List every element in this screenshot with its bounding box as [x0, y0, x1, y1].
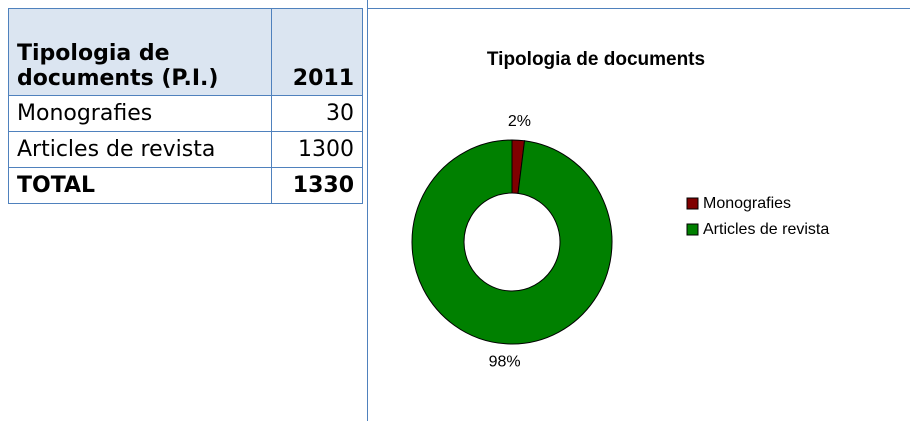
cell: 1300 — [271, 131, 363, 168]
total-row: TOTAL 1330 — [8, 167, 363, 204]
divider — [367, 0, 368, 421]
header-cell: 2011 — [271, 8, 363, 96]
cell: 1330 — [271, 167, 363, 204]
legend-swatch — [686, 223, 699, 236]
header-row: Tipologia de documents (P.I.) 2011 — [8, 8, 363, 96]
cell: TOTAL — [8, 167, 272, 204]
data-label: 2% — [508, 113, 531, 130]
data-table: Tipologia de documents (P.I.) 2011 Monog… — [8, 8, 363, 204]
divider — [367, 8, 910, 9]
row: Articles de revista 1300 — [8, 131, 363, 168]
legend-label: Articles de revista — [703, 221, 829, 238]
legend-label: Monografies — [703, 195, 791, 212]
donut-segment — [411, 139, 613, 345]
legend-swatch — [686, 197, 699, 210]
cell: 30 — [271, 95, 363, 132]
chart-title: Tipologia de documents — [487, 49, 705, 70]
header-cell: Tipologia de documents (P.I.) — [8, 8, 272, 96]
data-label: 98% — [489, 353, 521, 370]
